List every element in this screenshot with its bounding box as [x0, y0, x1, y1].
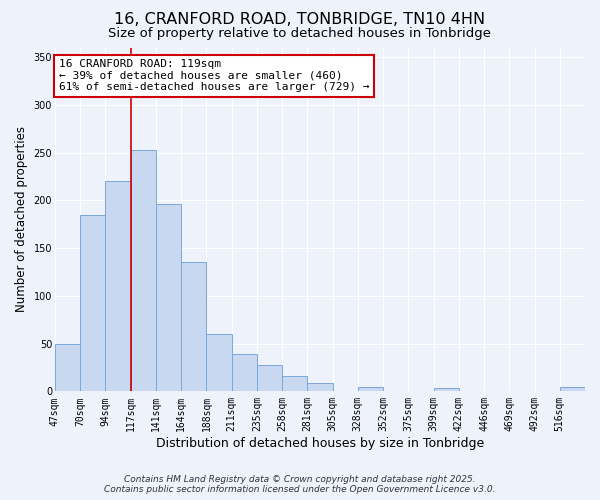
X-axis label: Distribution of detached houses by size in Tonbridge: Distribution of detached houses by size …: [156, 437, 484, 450]
Bar: [358, 386, 383, 392]
Text: 16 CRANFORD ROAD: 119sqm
← 39% of detached houses are smaller (460)
61% of semi-: 16 CRANFORD ROAD: 119sqm ← 39% of detach…: [59, 59, 369, 92]
Bar: [232, 354, 257, 392]
Y-axis label: Number of detached properties: Number of detached properties: [15, 126, 28, 312]
Bar: [206, 334, 232, 392]
Bar: [282, 376, 307, 392]
Bar: [307, 382, 332, 392]
Bar: [257, 364, 282, 392]
Text: 16, CRANFORD ROAD, TONBRIDGE, TN10 4HN: 16, CRANFORD ROAD, TONBRIDGE, TN10 4HN: [115, 12, 485, 28]
Bar: [106, 181, 131, 392]
Bar: [181, 262, 206, 392]
Bar: [80, 214, 106, 392]
Text: Size of property relative to detached houses in Tonbridge: Size of property relative to detached ho…: [109, 28, 491, 40]
Text: Contains HM Land Registry data © Crown copyright and database right 2025.
Contai: Contains HM Land Registry data © Crown c…: [104, 474, 496, 494]
Bar: [434, 388, 459, 392]
Bar: [156, 204, 181, 392]
Bar: [131, 150, 156, 392]
Bar: [55, 344, 80, 392]
Bar: [560, 386, 585, 392]
